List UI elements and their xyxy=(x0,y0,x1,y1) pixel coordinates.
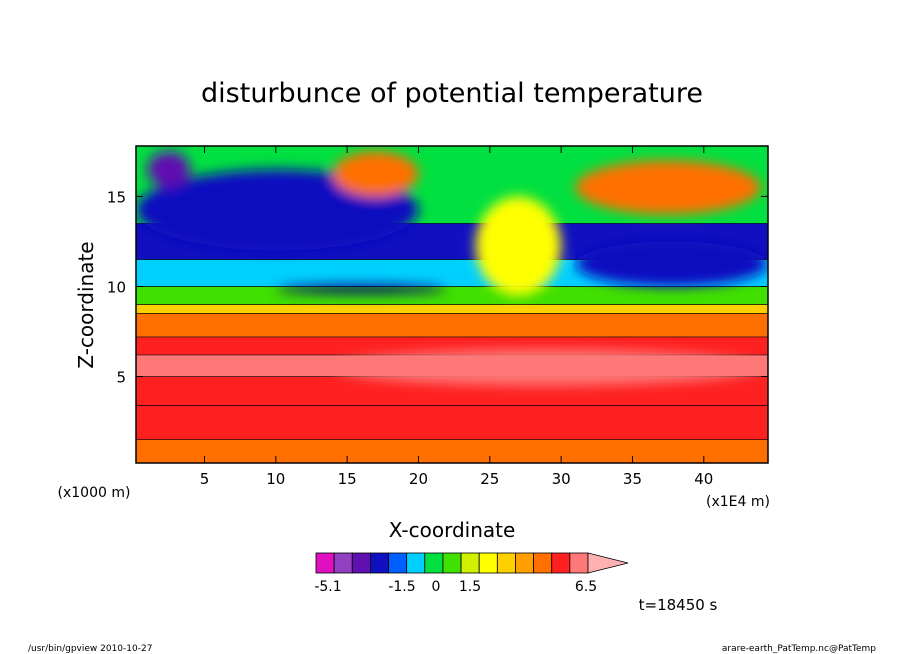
contour-band-1 xyxy=(136,405,768,440)
contour-band-6 xyxy=(136,304,768,314)
colorbar-swatch xyxy=(315,552,335,574)
y-axis-title: Z-coordinate xyxy=(74,241,98,368)
colorbar xyxy=(315,552,629,574)
y-tick-label: 5 xyxy=(116,369,126,387)
x-tick-label: 35 xyxy=(623,470,642,488)
contour-features xyxy=(136,151,768,386)
x-tick-label: 25 xyxy=(480,470,499,488)
y-tick-label: 10 xyxy=(107,278,126,296)
x-tick-label: 30 xyxy=(552,470,571,488)
feature-mountain-jet xyxy=(275,284,448,294)
colorbar-arrow xyxy=(587,552,629,574)
colorbar-swatch xyxy=(351,552,371,574)
colorbar-swatch xyxy=(569,552,589,574)
y-axis-ticks: 5 10 15 xyxy=(107,188,768,387)
contour-band-0 xyxy=(136,439,768,463)
y-unit-label: (x1000 m) xyxy=(58,485,131,501)
x-tick-label: 10 xyxy=(266,470,285,488)
contour-band-5 xyxy=(136,313,768,337)
colorbar-swatch xyxy=(515,552,535,574)
colorbar-tick-label: -1.5 xyxy=(388,579,415,595)
feature-right-blue-block xyxy=(575,241,768,287)
feature-upper-right-orange xyxy=(575,160,761,215)
colorbar-tick-label: -5.1 xyxy=(314,579,341,595)
colorbar-swatch xyxy=(369,552,389,574)
footer-right: arare-earth_PatTemp.nc@PatTemp xyxy=(722,644,876,654)
colorbar-swatch xyxy=(496,552,516,574)
colorbar-tick-labels: -5.1 -1.5 0 1.5 6.5 xyxy=(314,579,597,595)
colorbar-swatch xyxy=(551,552,571,574)
time-label: t=18450 s xyxy=(639,596,718,614)
chart-title: disturbunce of potential temperature xyxy=(201,78,703,109)
x-tick-label: 5 xyxy=(200,470,210,488)
feature-upper-left-purple xyxy=(147,151,191,188)
footer-left: /usr/bin/gpview 2010-10-27 xyxy=(28,644,152,654)
colorbar-tick-label: 1.5 xyxy=(459,579,481,595)
colorbar-swatch xyxy=(388,552,408,574)
x-tick-label: 15 xyxy=(338,470,357,488)
contour-band-7 xyxy=(136,286,768,305)
x-axis-title: X-coordinate xyxy=(389,518,516,542)
colorbar-swatch xyxy=(460,552,480,574)
feature-upper-mid-orange xyxy=(332,151,419,197)
x-unit-label: (x1E4 m) xyxy=(706,494,770,510)
colorbar-swatch xyxy=(533,552,553,574)
colorbar-tick-label: 6.5 xyxy=(575,579,597,595)
colorbar-swatch xyxy=(406,552,426,574)
colorbar-swatch xyxy=(424,552,444,574)
colorbar-swatch xyxy=(478,552,498,574)
x-tick-label: 40 xyxy=(694,470,713,488)
feature-mid-pink-core xyxy=(332,349,761,386)
plot-frame xyxy=(135,145,769,464)
x-tick-label: 20 xyxy=(409,470,428,488)
contour-field xyxy=(136,146,768,463)
y-tick-label: 15 xyxy=(107,188,126,206)
x-axis-ticks: 5 10 15 20 25 30 35 40 xyxy=(200,146,713,488)
colorbar-tick-label: 0 xyxy=(432,579,441,595)
colorbar-swatch xyxy=(442,552,462,574)
colorbar-swatch xyxy=(333,552,353,574)
feature-yellow-plume xyxy=(475,196,562,296)
